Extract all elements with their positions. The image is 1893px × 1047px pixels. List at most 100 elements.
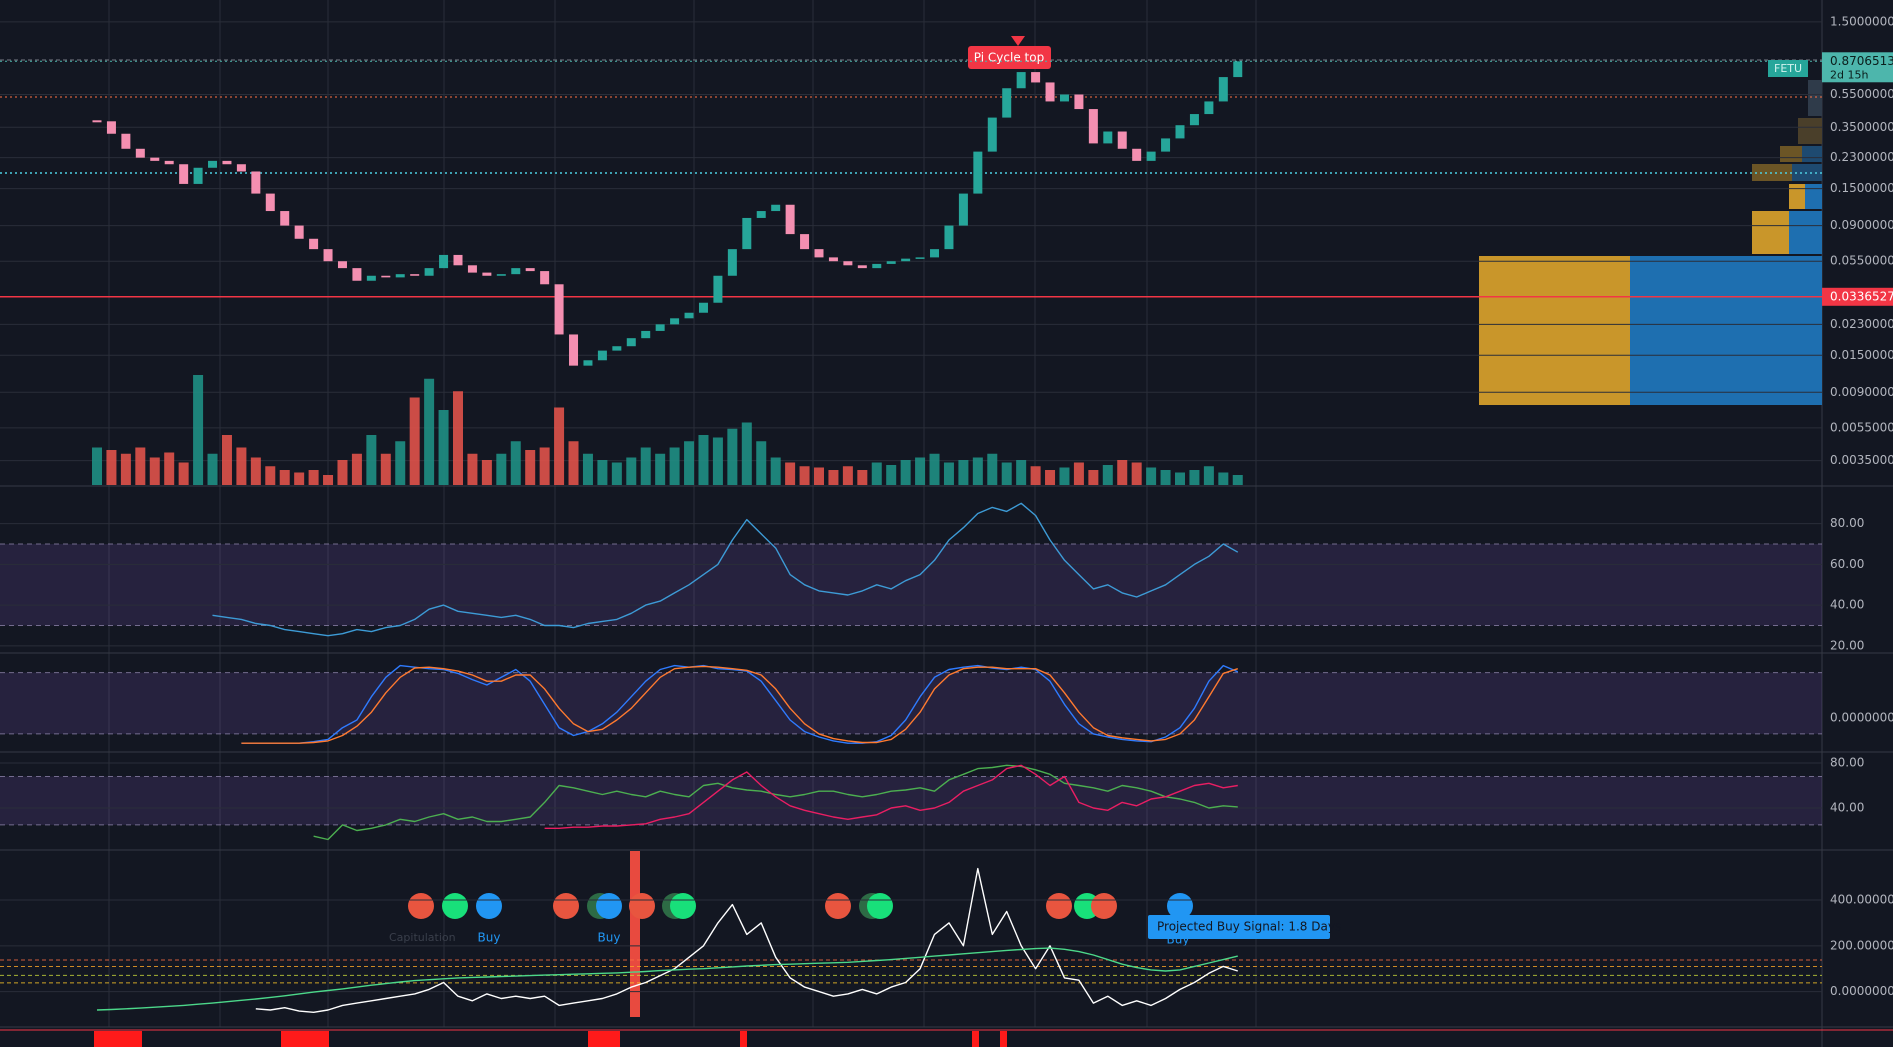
candle: [1088, 109, 1098, 144]
candle: [915, 257, 925, 259]
candle: [439, 254, 449, 269]
volume-bar: [1160, 470, 1171, 485]
candle: [612, 346, 622, 351]
candle: [410, 274, 420, 276]
profile-bar: [1752, 211, 1789, 254]
profile-bar: [1789, 184, 1805, 209]
candle: [280, 211, 290, 226]
volume-bar: [424, 378, 435, 485]
volume-bar: [1189, 470, 1200, 485]
profile-bar: [1802, 146, 1822, 162]
volume-bar: [568, 441, 579, 485]
candle: [626, 338, 636, 347]
candle: [1175, 125, 1185, 139]
volume-bar: [871, 462, 882, 485]
volume-bar: [684, 441, 695, 485]
candle: [771, 204, 781, 212]
candle: [265, 193, 275, 212]
volume-bar: [1001, 462, 1012, 485]
y-tick-label: 20.00: [1830, 638, 1864, 652]
candle: [1204, 101, 1214, 115]
candle: [511, 268, 521, 275]
candle: [1189, 114, 1199, 126]
candle: [424, 268, 434, 276]
axis-label: 0.0000000: [1830, 711, 1893, 725]
volume-bar: [698, 435, 709, 485]
volume-bar: [1232, 475, 1243, 485]
candle: [540, 271, 550, 285]
tooltip: Projected Buy Signal: 1.8 Days: [1157, 920, 1341, 934]
band: [0, 776, 1822, 825]
marker-tag: [1822, 287, 1893, 306]
candle: [366, 275, 376, 281]
volume-bar: [799, 466, 810, 485]
volume-bar: [1175, 472, 1185, 485]
volume-bar: [669, 447, 680, 485]
series-line: [241, 664, 1239, 744]
candle: [930, 249, 940, 258]
volume-bar: [640, 447, 651, 485]
block: [1000, 1031, 1007, 1047]
candle: [641, 330, 651, 339]
block: [94, 1031, 142, 1047]
y-tick-label: 60.00: [1830, 557, 1864, 571]
volume-bar: [828, 470, 839, 485]
block: [281, 1031, 329, 1047]
dot: [476, 893, 502, 919]
candle: [973, 151, 983, 194]
candle: [1146, 151, 1156, 161]
candle: [944, 225, 954, 250]
profile-bar: [1780, 146, 1802, 162]
candle: [1132, 148, 1142, 161]
volume-bar: [221, 435, 232, 485]
candle: [251, 171, 261, 194]
candle: [135, 148, 145, 158]
volume-bar: [597, 460, 608, 485]
volume-bar: [900, 460, 911, 485]
volume-bar: [178, 462, 189, 485]
volume-bar: [106, 450, 117, 485]
last-price-label: 0.87065139: [1830, 54, 1893, 68]
volume-bar: [265, 466, 276, 485]
volume-bar: [467, 453, 478, 485]
candle: [121, 133, 131, 149]
volume-bar: [438, 410, 449, 485]
candle: [381, 275, 391, 278]
candle: [337, 261, 347, 269]
annotation-box: [968, 46, 1051, 69]
candle: [150, 157, 160, 161]
volume-bar: [785, 462, 796, 485]
volume-bar: [1218, 472, 1229, 485]
volume-bar: [842, 466, 853, 485]
profile-bar: [1798, 118, 1822, 144]
time-grid: [108, 0, 1257, 1027]
candle: [106, 121, 116, 134]
volume-bar: [120, 453, 131, 485]
symbol: FETU: [1774, 62, 1802, 75]
series-line: [544, 764, 1238, 829]
candle: [742, 217, 752, 250]
dot: [442, 893, 468, 919]
candle: [583, 360, 593, 366]
buy-label: Buy: [478, 931, 501, 945]
candle: [554, 284, 564, 335]
dot: [825, 893, 851, 919]
volume-bar: [193, 375, 204, 485]
dot: [867, 893, 893, 919]
dot: [1046, 893, 1072, 919]
volume-bar: [886, 465, 897, 485]
candle: [785, 204, 795, 235]
volume-bar: [395, 441, 406, 485]
candle: [222, 160, 232, 165]
volume-bar: [1016, 460, 1027, 485]
volume-bar: [1146, 467, 1157, 485]
candle: [496, 274, 506, 276]
pi-marker: [1011, 36, 1025, 46]
y-tick-label: 80.00: [1830, 756, 1864, 770]
candle: [525, 268, 535, 272]
dot: [629, 893, 655, 919]
